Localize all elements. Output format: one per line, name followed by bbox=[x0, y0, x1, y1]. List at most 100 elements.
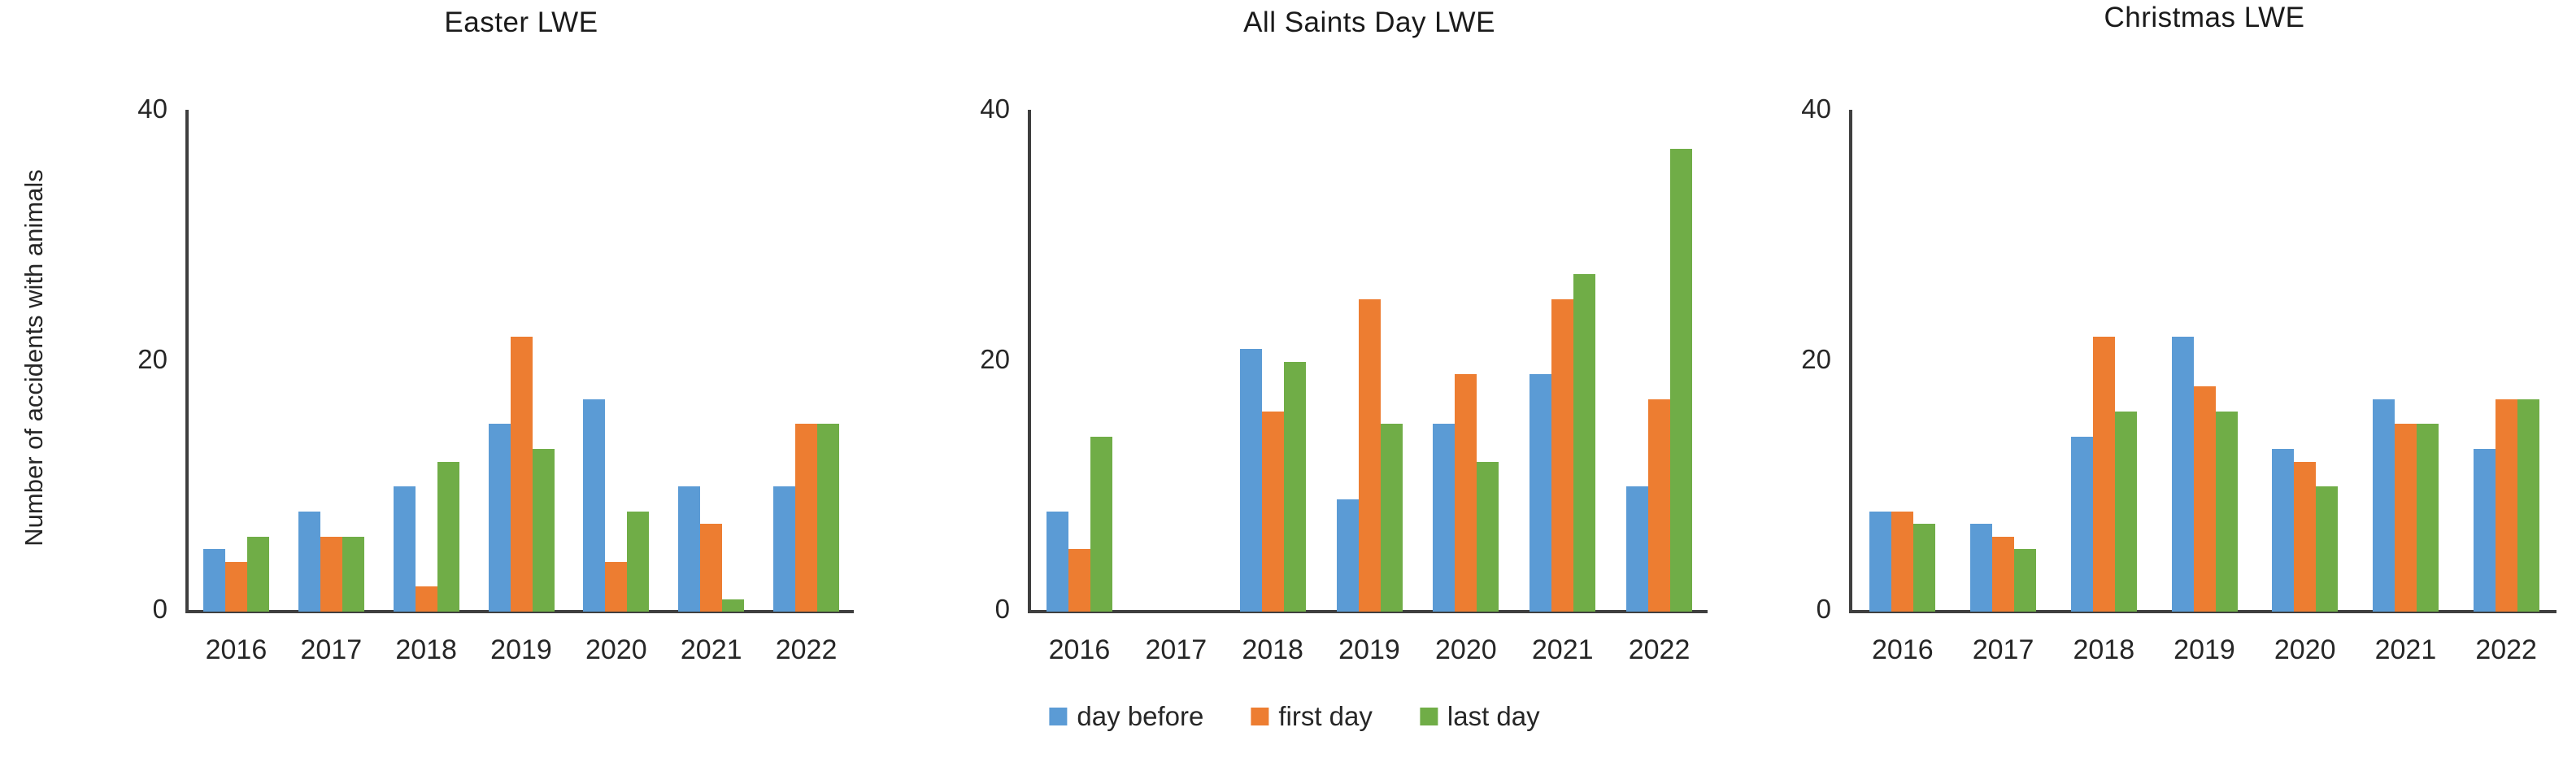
bar-day-before-2018 bbox=[393, 486, 416, 612]
bar-day-before-2020 bbox=[1433, 424, 1456, 612]
y-tick-20-panel-2: 20 bbox=[1801, 343, 1831, 374]
y-tick-20-panel-0: 20 bbox=[137, 343, 168, 374]
bar-day-before-2016 bbox=[202, 549, 225, 612]
bar-last-day-2018 bbox=[2114, 412, 2137, 612]
bar-first-day-2019 bbox=[2193, 386, 2216, 612]
bar-last-day-2021 bbox=[722, 599, 745, 612]
bar-last-day-2019 bbox=[2215, 412, 2238, 612]
bar-day-before-2019 bbox=[2171, 336, 2194, 612]
bar-last-day-2018 bbox=[437, 461, 459, 612]
y-axis-title: Number of accidents with animals bbox=[20, 169, 48, 547]
bar-first-day-2016 bbox=[224, 561, 247, 612]
x-tick-2017-panel-0: 2017 bbox=[300, 634, 363, 665]
x-tick-2021-panel-2: 2021 bbox=[2374, 634, 2437, 665]
x-tick-2019-panel-1: 2019 bbox=[1338, 634, 1400, 665]
y-tick-40-panel-0: 40 bbox=[137, 94, 168, 124]
panel-title-easter: Easter LWE bbox=[444, 7, 598, 38]
x-tick-2018-panel-1: 2018 bbox=[1242, 634, 1303, 665]
x-tick-2018-panel-2: 2018 bbox=[2073, 634, 2135, 665]
chart-legend: day before first day last day bbox=[1049, 701, 1540, 732]
bar-first-day-2017 bbox=[1992, 536, 2015, 612]
bar-last-day-2021 bbox=[1573, 273, 1596, 612]
x-tick-2016-panel-2: 2016 bbox=[1872, 634, 1934, 665]
bar-last-day-2022 bbox=[2517, 399, 2539, 612]
bar-last-day-2022 bbox=[1670, 149, 1693, 612]
bar-day-before-2020 bbox=[583, 399, 606, 612]
x-tick-2018-panel-0: 2018 bbox=[395, 634, 457, 665]
bar-last-day-2016 bbox=[1913, 524, 1936, 612]
y-tick-0-panel-2: 0 bbox=[1816, 594, 1831, 624]
bar-first-day-2018 bbox=[2092, 336, 2115, 612]
bar-first-day-2022 bbox=[1648, 399, 1671, 612]
legend-label-last-day: last day bbox=[1447, 701, 1540, 731]
bar-first-day-2021 bbox=[1551, 298, 1574, 612]
x-tick-2016-panel-0: 2016 bbox=[205, 634, 268, 665]
legend-swatch-last-day bbox=[1419, 708, 1438, 725]
bar-last-day-2021 bbox=[2416, 424, 2439, 612]
x-tick-2020-panel-1: 2020 bbox=[1435, 634, 1497, 665]
bar-last-day-2019 bbox=[532, 449, 555, 612]
x-tick-2021-panel-0: 2021 bbox=[680, 634, 742, 665]
bar-day-before-2018 bbox=[2070, 436, 2093, 612]
bar-day-before-2016 bbox=[1046, 512, 1068, 612]
bar-last-day-2022 bbox=[817, 424, 840, 612]
legend-item-day-before: day before bbox=[1049, 701, 1203, 732]
bar-first-day-2020 bbox=[2294, 461, 2317, 612]
bar-last-day-2019 bbox=[1380, 424, 1403, 612]
bar-day-before-2022 bbox=[1626, 486, 1649, 612]
x-tick-2020-panel-0: 2020 bbox=[585, 634, 647, 665]
bar-day-before-2022 bbox=[2473, 449, 2496, 612]
bar-first-day-2018 bbox=[415, 586, 437, 612]
bar-first-day-2020 bbox=[605, 561, 628, 612]
x-axis-1 bbox=[1028, 610, 1708, 613]
x-tick-2017-panel-2: 2017 bbox=[1972, 634, 2034, 665]
y-tick-0-panel-0: 0 bbox=[152, 594, 168, 624]
bar-last-day-2018 bbox=[1283, 361, 1306, 612]
bar-last-day-2016 bbox=[1090, 436, 1112, 612]
bar-first-day-2022 bbox=[2495, 399, 2517, 612]
bar-day-before-2018 bbox=[1239, 349, 1262, 612]
y-tick-0-panel-1: 0 bbox=[994, 594, 1010, 624]
bar-last-day-2020 bbox=[1477, 461, 1499, 612]
y-tick-20-panel-1: 20 bbox=[980, 343, 1010, 374]
bar-first-day-2018 bbox=[1261, 412, 1284, 612]
x-tick-2022-panel-2: 2022 bbox=[2475, 634, 2537, 665]
bar-last-day-2020 bbox=[2316, 486, 2339, 612]
x-tick-2022-panel-0: 2022 bbox=[775, 634, 838, 665]
x-tick-2016-panel-1: 2016 bbox=[1048, 634, 1111, 665]
x-tick-2022-panel-1: 2022 bbox=[1628, 634, 1690, 665]
y-axis-0 bbox=[185, 110, 189, 612]
bar-day-before-2021 bbox=[678, 486, 701, 612]
x-tick-2020-panel-2: 2020 bbox=[2274, 634, 2336, 665]
legend-item-last-day: last day bbox=[1419, 701, 1540, 732]
bar-first-day-2020 bbox=[1455, 373, 1477, 612]
legend-swatch-first-day bbox=[1251, 708, 1269, 725]
bar-day-before-2016 bbox=[1869, 512, 1892, 612]
bar-day-before-2019 bbox=[1336, 499, 1359, 612]
bar-day-before-2019 bbox=[488, 424, 511, 612]
x-tick-2017-panel-1: 2017 bbox=[1145, 634, 1208, 665]
bar-first-day-2021 bbox=[2394, 424, 2417, 612]
bar-day-before-2021 bbox=[2372, 399, 2395, 612]
bar-first-day-2016 bbox=[1068, 549, 1090, 612]
legend-item-first-day: first day bbox=[1251, 701, 1373, 732]
panel-title-christmas: Christmas LWE bbox=[2104, 2, 2305, 33]
bar-last-day-2020 bbox=[627, 512, 650, 612]
x-tick-2019-panel-0: 2019 bbox=[490, 634, 552, 665]
bar-first-day-2019 bbox=[510, 336, 533, 612]
x-tick-2021-panel-1: 2021 bbox=[1531, 634, 1594, 665]
x-tick-2019-panel-2: 2019 bbox=[2174, 634, 2235, 665]
y-tick-40-panel-2: 40 bbox=[1801, 94, 1831, 124]
y-axis-2 bbox=[1849, 110, 1852, 612]
y-axis-1 bbox=[1028, 110, 1031, 612]
legend-label-day-before: day before bbox=[1077, 701, 1204, 731]
bar-day-before-2022 bbox=[773, 486, 796, 612]
bar-first-day-2021 bbox=[700, 524, 723, 612]
x-axis-2 bbox=[1849, 610, 2556, 613]
bar-day-before-2017 bbox=[298, 512, 320, 612]
bar-day-before-2021 bbox=[1530, 373, 1552, 612]
legend-swatch-day-before bbox=[1049, 708, 1068, 725]
bar-first-day-2017 bbox=[320, 536, 342, 612]
bar-first-day-2019 bbox=[1358, 298, 1381, 612]
